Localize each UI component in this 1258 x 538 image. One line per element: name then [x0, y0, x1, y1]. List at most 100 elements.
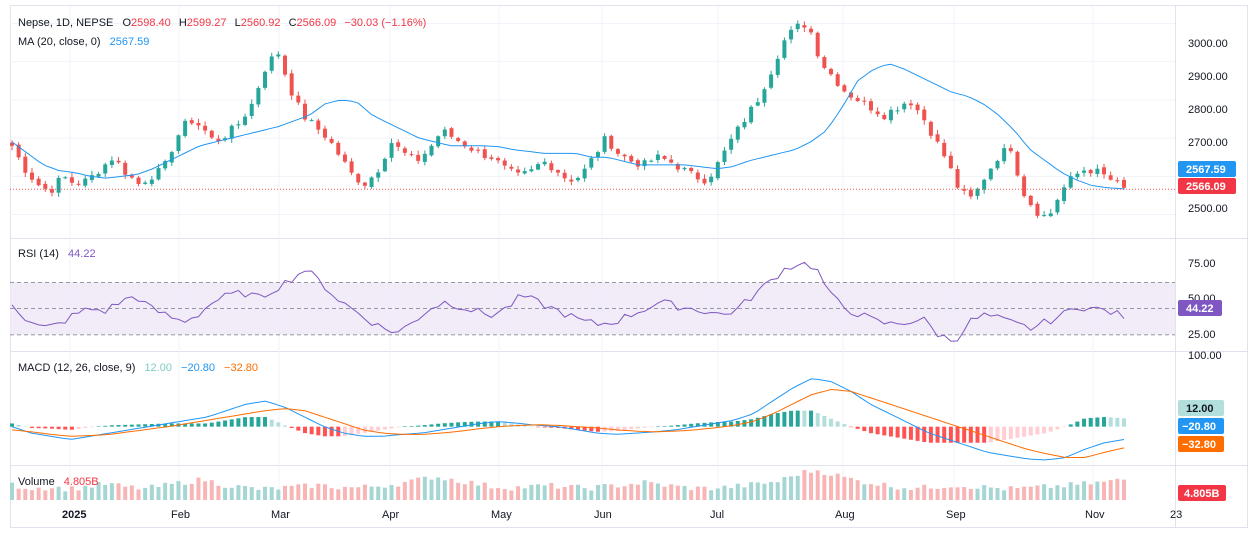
candle-body — [975, 188, 980, 196]
volume-bar — [342, 486, 347, 500]
macd-signal-badge-text: −32.80 — [1182, 439, 1216, 451]
price-tick: 2800.00 — [1188, 104, 1228, 116]
candle-body — [336, 142, 341, 155]
macd-hist-bar — [689, 423, 694, 427]
volume-bar — [1022, 486, 1027, 500]
volume-bar — [1055, 485, 1060, 500]
close-value: 2566.09 — [297, 17, 337, 29]
time-label: 2025 — [62, 509, 86, 521]
price-tick: 2500.00 — [1188, 203, 1228, 215]
candle-body — [103, 164, 108, 174]
macd-hist-bar — [995, 426, 1000, 442]
macd-hist-bar — [389, 426, 394, 429]
macd-hist-bar — [662, 426, 667, 427]
candle-body — [802, 25, 807, 28]
chart-frame — [10, 5, 1248, 528]
candle-body — [442, 129, 447, 137]
candle-body — [196, 122, 201, 126]
volume-bar — [16, 488, 21, 500]
candle-body — [169, 152, 174, 163]
candle-body — [342, 154, 347, 162]
volume-bar — [1122, 479, 1126, 500]
candle-body — [749, 106, 754, 123]
macd-hist-bar — [1075, 421, 1080, 427]
macd-hist-bar — [136, 424, 141, 427]
volume-bar — [409, 479, 414, 500]
candle-body — [96, 173, 101, 177]
volume-bar — [835, 473, 840, 500]
macd-hist-bar — [49, 426, 54, 429]
candle-body — [915, 104, 920, 111]
volume-bar — [629, 483, 634, 500]
macd-hist-bar — [815, 413, 820, 427]
candle-body — [136, 177, 141, 184]
candle-body — [1042, 215, 1047, 217]
open-label: O — [122, 17, 131, 29]
macd-hist-bar — [622, 426, 627, 431]
volume-bar — [322, 484, 327, 500]
macd-hist-bar — [902, 426, 907, 439]
macd-hist-bar — [835, 421, 840, 427]
volume-bar — [809, 472, 814, 500]
volume-bar — [283, 485, 288, 500]
candle-body — [63, 177, 68, 179]
candle-body — [575, 178, 580, 181]
macd-hist-bar — [582, 426, 587, 431]
candle-body — [1022, 176, 1027, 197]
volume-bar — [263, 486, 268, 500]
macd-hist-bar — [1122, 418, 1126, 427]
candle-body — [655, 154, 660, 160]
candle-body — [283, 55, 288, 75]
macd-hist-bar — [895, 426, 900, 438]
candle-body — [16, 144, 21, 158]
volume-bar — [742, 487, 747, 500]
macd-hist-bar — [1042, 426, 1047, 434]
macd-hist-bar — [1088, 417, 1093, 427]
macd-hist-badge — [1178, 400, 1224, 416]
volume-bar — [882, 482, 887, 500]
candle-body — [829, 68, 834, 75]
volume-bar — [942, 487, 947, 500]
time-label: Apr — [382, 509, 399, 521]
macd-hist-bar — [23, 426, 28, 428]
volume-bar — [569, 484, 574, 500]
volume-bar — [349, 487, 354, 500]
macd-hist-bar — [669, 425, 674, 427]
candle-body — [349, 161, 354, 173]
macd-hist-bar — [263, 417, 268, 427]
signal-line — [11, 388, 1125, 458]
macd-hist-bar — [915, 426, 920, 441]
candle-body — [1055, 199, 1060, 213]
macd-hist-bar — [103, 425, 108, 427]
time-label: Nov — [1085, 509, 1105, 521]
candle-body — [589, 158, 594, 168]
volume-bar — [436, 477, 441, 500]
macd-hist-bar — [882, 426, 887, 436]
candle-body — [223, 138, 228, 140]
macd-hist-bar — [203, 423, 208, 427]
candle-body — [462, 141, 467, 147]
macd-line-badge — [1178, 418, 1224, 434]
volume-bar — [522, 488, 527, 500]
volume-bar — [469, 480, 474, 500]
volume-bar — [243, 486, 248, 500]
macd-hist-bar — [888, 426, 893, 437]
volume-bar — [276, 489, 281, 500]
volume-bar — [1015, 487, 1020, 500]
macd-hist-bar — [629, 426, 634, 430]
change-value: −30.03 (−1.16%) — [344, 17, 426, 29]
volume-bar — [1088, 484, 1093, 500]
volume-bar — [183, 484, 188, 500]
candle-body — [1088, 169, 1093, 174]
macd-hist-bar — [129, 424, 134, 427]
candle-body — [402, 148, 407, 153]
volume-bar — [482, 482, 487, 500]
candle-body — [229, 125, 234, 139]
candle-body — [123, 162, 128, 175]
price-tick: 2900.00 — [1188, 71, 1228, 83]
macd-hist-bar — [795, 410, 800, 427]
volume-bar — [542, 485, 547, 500]
volume-legend-value: 4.805B — [64, 476, 99, 488]
macd-hist-bar — [276, 422, 281, 427]
macd-hist-bar — [482, 421, 487, 427]
